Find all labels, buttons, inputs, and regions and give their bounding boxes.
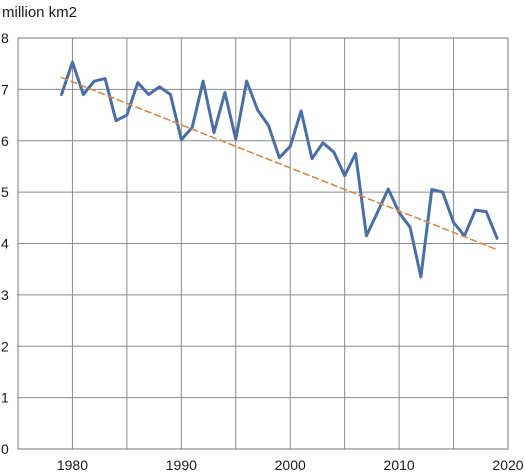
y-tick-label: 3 [1,287,9,303]
plot-frame [17,37,509,450]
y-tick-label: 6 [1,133,9,149]
y-tick-label: 5 [1,184,9,200]
x-tick-labels: 1980 1990 2000 2010 2020 [57,457,524,473]
y-tick-labels: 0 1 2 3 4 5 6 7 8 [1,30,9,457]
x-tick-label: 2020 [492,457,523,473]
series-layer [60,60,499,279]
y-tick-label: 8 [1,30,9,46]
sea-ice-extent-line [60,60,499,279]
x-tick-label: 1990 [166,457,197,473]
trend-line [60,76,498,251]
y-tick-label: 7 [1,81,9,97]
grid [18,38,508,449]
y-axis-unit-label: million km2 [2,4,77,21]
y-tick-label: 2 [1,338,9,354]
y-tick-label: 1 [1,390,9,406]
x-tick-label: 2010 [384,457,415,473]
x-tick-label: 1980 [57,457,88,473]
x-tick-label: 2000 [275,457,306,473]
y-tick-label: 0 [1,441,9,457]
y-tick-label: 4 [1,236,9,252]
